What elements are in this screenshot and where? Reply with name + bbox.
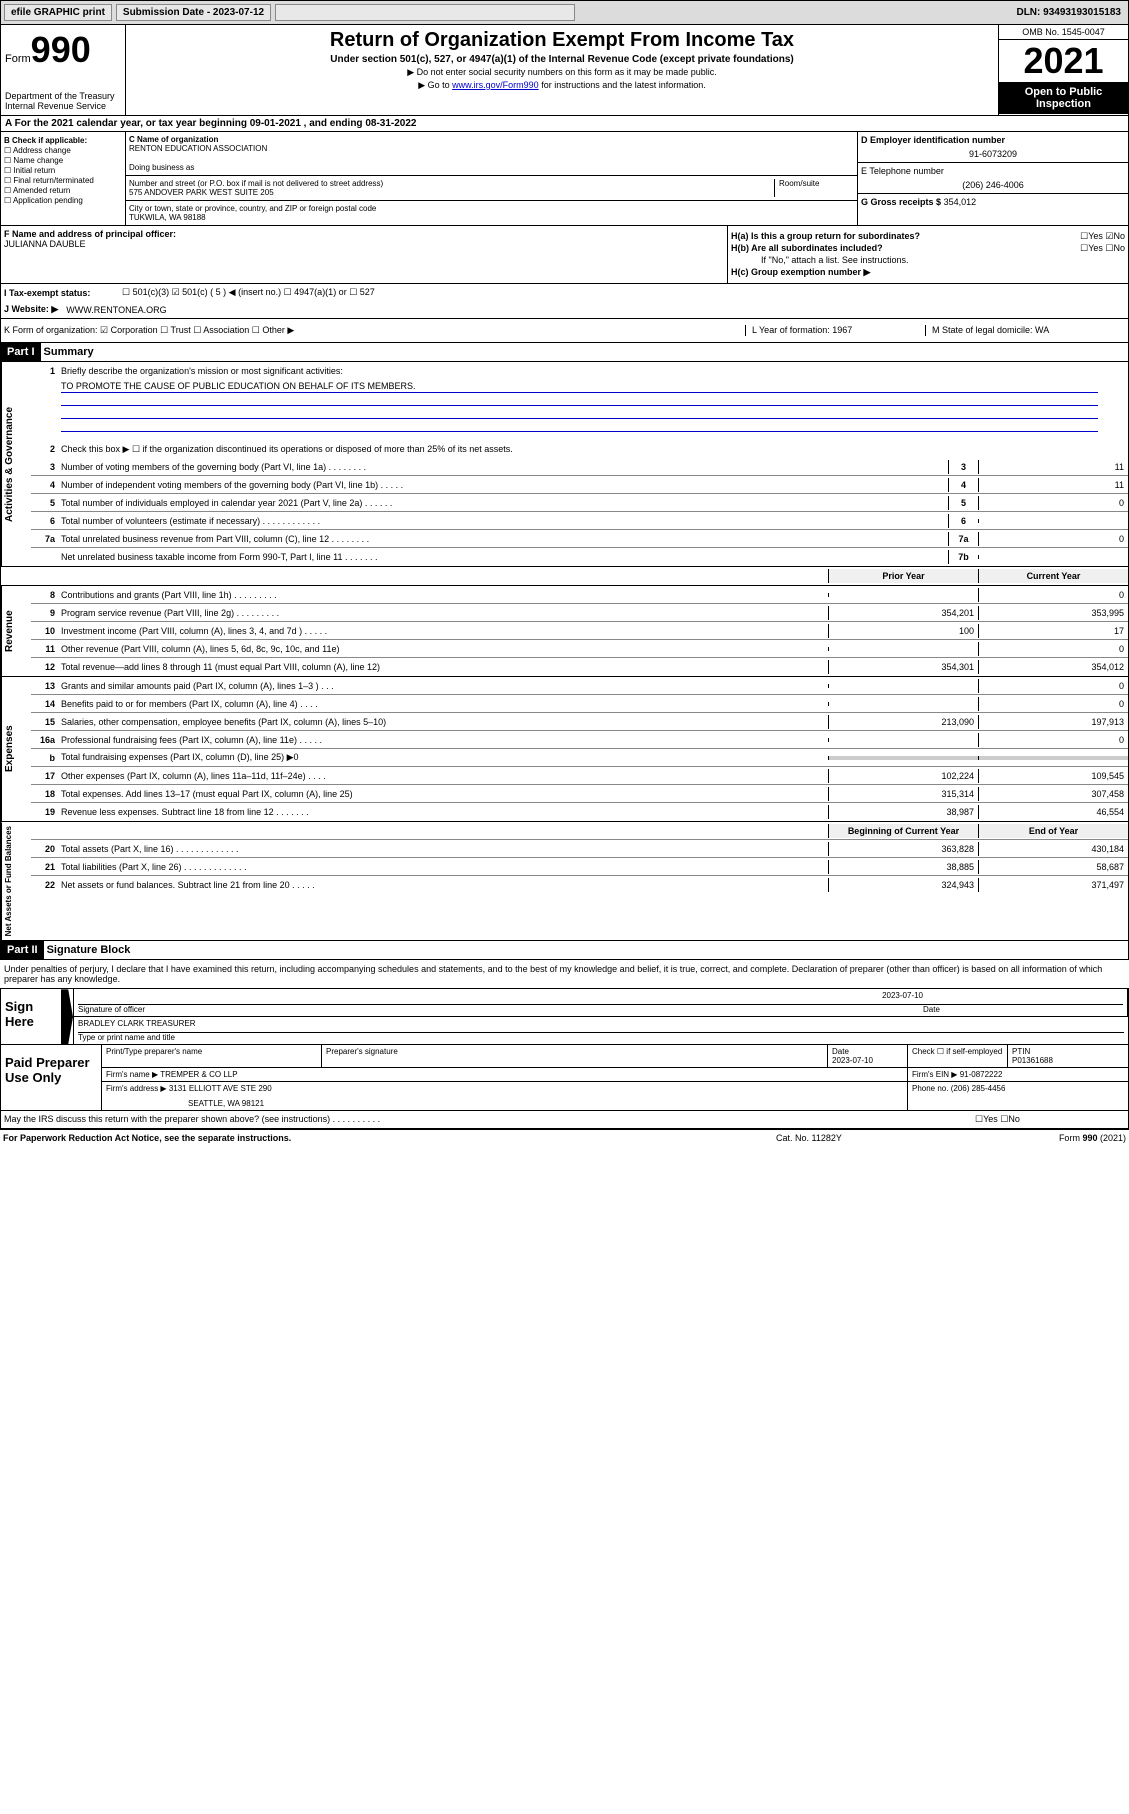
table-row: 17Other expenses (Part IX, column (A), l… — [31, 767, 1128, 785]
table-row: 20Total assets (Part X, line 16) . . . .… — [31, 840, 1128, 858]
table-row: 21Total liabilities (Part X, line 26) . … — [31, 858, 1128, 876]
row-i: I Tax-exempt status: ☐ 501(c)(3) ☑ 501(c… — [0, 284, 1129, 301]
column-de: D Employer identification number 91-6073… — [858, 132, 1128, 225]
penalty-text: Under penalties of perjury, I declare th… — [0, 960, 1129, 988]
officer-label: F Name and address of principal officer: — [4, 229, 724, 239]
addr-label: Number and street (or P.O. box if mail i… — [129, 179, 774, 188]
expenses-section: Expenses 13Grants and similar amounts pa… — [0, 677, 1129, 822]
table-row: 19Revenue less expenses. Subtract line 1… — [31, 803, 1128, 821]
city-label: City or town, state or province, country… — [129, 204, 854, 213]
officer-name: JULIANNA DAUBLE — [4, 239, 724, 249]
table-row: 3Number of voting members of the governi… — [31, 458, 1128, 476]
inspection-badge: Open to Public Inspection — [999, 82, 1128, 114]
expenses-tab: Expenses — [1, 677, 31, 821]
table-row: 9Program service revenue (Part VIII, lin… — [31, 604, 1128, 622]
irs-link[interactable]: www.irs.gov/Form990 — [452, 80, 539, 90]
org-name-label: C Name of organization — [129, 135, 854, 144]
form-prefix: Form — [5, 53, 31, 65]
phone-label: E Telephone number — [861, 166, 1125, 176]
main-title: Return of Organization Exempt From Incom… — [130, 29, 994, 52]
governance-tab: Activities & Governance — [1, 362, 31, 566]
table-row: 4Number of independent voting members of… — [31, 476, 1128, 494]
info-grid: B Check if applicable: ☐ Address change … — [0, 132, 1129, 226]
row-j: J Website: ▶ WWW.RENTONEA.ORG — [0, 301, 1129, 319]
table-row: 8Contributions and grants (Part VIII, li… — [31, 586, 1128, 604]
part2-title: Signature Block — [44, 941, 134, 959]
k-form-org: K Form of organization: ☑ Corporation ☐ … — [4, 325, 745, 336]
toolbar: efile GRAPHIC print Submission Date - 20… — [0, 0, 1129, 25]
table-row: 12Total revenue—add lines 8 through 11 (… — [31, 658, 1128, 676]
dba-label: Doing business as — [129, 163, 854, 172]
form-ref: Form 990 (2021) — [976, 1133, 1126, 1143]
paid-preparer-block: Paid Preparer Use Only Print/Type prepar… — [0, 1045, 1129, 1111]
dln: DLN: 93493193015183 — [1016, 7, 1125, 18]
part1-bar: Part I Summary — [0, 343, 1129, 362]
table-row: 22Net assets or fund balances. Subtract … — [31, 876, 1128, 894]
paperwork-notice: For Paperwork Reduction Act Notice, see … — [3, 1133, 776, 1143]
table-row: Net unrelated business taxable income fr… — [31, 548, 1128, 566]
netassets-section: Net Assets or Fund Balances Beginning of… — [0, 822, 1129, 941]
sign-here-block: Sign Here 2023-07-10 Signature of office… — [0, 988, 1129, 1045]
efile-button[interactable]: efile GRAPHIC print — [4, 4, 112, 21]
table-row: bTotal fundraising expenses (Part IX, co… — [31, 749, 1128, 767]
phone: (206) 246-4006 — [861, 180, 1125, 190]
row-k: K Form of organization: ☑ Corporation ☐ … — [0, 319, 1129, 343]
room-label: Room/suite — [774, 179, 854, 197]
omb-number: OMB No. 1545-0047 — [999, 25, 1128, 40]
table-row: 6Total number of volunteers (estimate if… — [31, 512, 1128, 530]
gross-label: G Gross receipts $ — [861, 197, 941, 207]
arrow-icon — [61, 989, 73, 1044]
m-state: M State of legal domicile: WA — [925, 325, 1125, 336]
note-ssn: ▶ Do not enter social security numbers o… — [130, 67, 994, 78]
table-row: 11Other revenue (Part VIII, column (A), … — [31, 640, 1128, 658]
ein-label: D Employer identification number — [861, 135, 1125, 145]
ein: 91-6073209 — [861, 149, 1125, 159]
table-row: 14Benefits paid to or for members (Part … — [31, 695, 1128, 713]
mission-text: TO PROMOTE THE CAUSE OF PUBLIC EDUCATION… — [61, 381, 1098, 393]
table-row: 10Investment income (Part VIII, column (… — [31, 622, 1128, 640]
submission-date: Submission Date - 2023-07-12 — [116, 4, 271, 21]
l-year: L Year of formation: 1967 — [745, 325, 925, 336]
org-name: RENTON EDUCATION ASSOCIATION — [129, 144, 854, 153]
part2-bar: Part II Signature Block — [0, 941, 1129, 960]
form-number: 990 — [31, 29, 91, 70]
website: WWW.RENTONEA.ORG — [66, 305, 166, 315]
cat-no: Cat. No. 11282Y — [776, 1133, 976, 1143]
column-c: C Name of organization RENTON EDUCATION … — [126, 132, 858, 225]
table-row: 13Grants and similar amounts paid (Part … — [31, 677, 1128, 695]
governance-section: Activities & Governance 1Briefly describ… — [0, 362, 1129, 567]
sign-here-label: Sign Here — [1, 989, 61, 1044]
column-b: B Check if applicable: ☐ Address change … — [1, 132, 126, 225]
blank-field — [275, 4, 575, 21]
city: TUKWILA, WA 98188 — [129, 213, 854, 222]
addr: 575 ANDOVER PARK WEST SUITE 205 — [129, 188, 774, 197]
dept-treasury: Department of the Treasury — [5, 91, 121, 101]
tax-year: 2021 — [999, 40, 1128, 82]
row-fg: F Name and address of principal officer:… — [0, 226, 1129, 284]
gross-val: 354,012 — [944, 197, 977, 207]
revenue-tab: Revenue — [1, 586, 31, 676]
form-header: Form990 Department of the Treasury Inter… — [0, 25, 1129, 116]
header-row: . bPrior YearCurrent Year — [0, 567, 1129, 586]
netassets-tab: Net Assets or Fund Balances — [1, 822, 31, 940]
table-row: 18Total expenses. Add lines 13–17 (must … — [31, 785, 1128, 803]
part2-label: Part II — [1, 941, 44, 959]
part1-title: Summary — [41, 343, 97, 361]
part1-label: Part I — [1, 343, 41, 361]
note-link: ▶ Go to www.irs.gov/Form990 for instruct… — [130, 80, 994, 91]
section-a: A For the 2021 calendar year, or tax yea… — [0, 116, 1129, 132]
table-row: 5Total number of individuals employed in… — [31, 494, 1128, 512]
table-row: 15Salaries, other compensation, employee… — [31, 713, 1128, 731]
paid-preparer-label: Paid Preparer Use Only — [1, 1045, 101, 1110]
footer: For Paperwork Reduction Act Notice, see … — [0, 1129, 1129, 1146]
table-row: 16aProfessional fundraising fees (Part I… — [31, 731, 1128, 749]
subtitle: Under section 501(c), 527, or 4947(a)(1)… — [130, 54, 994, 65]
table-row: 7aTotal unrelated business revenue from … — [31, 530, 1128, 548]
revenue-section: Revenue 8Contributions and grants (Part … — [0, 586, 1129, 677]
irs-label: Internal Revenue Service — [5, 101, 121, 111]
discuss-row: May the IRS discuss this return with the… — [0, 1111, 1129, 1129]
